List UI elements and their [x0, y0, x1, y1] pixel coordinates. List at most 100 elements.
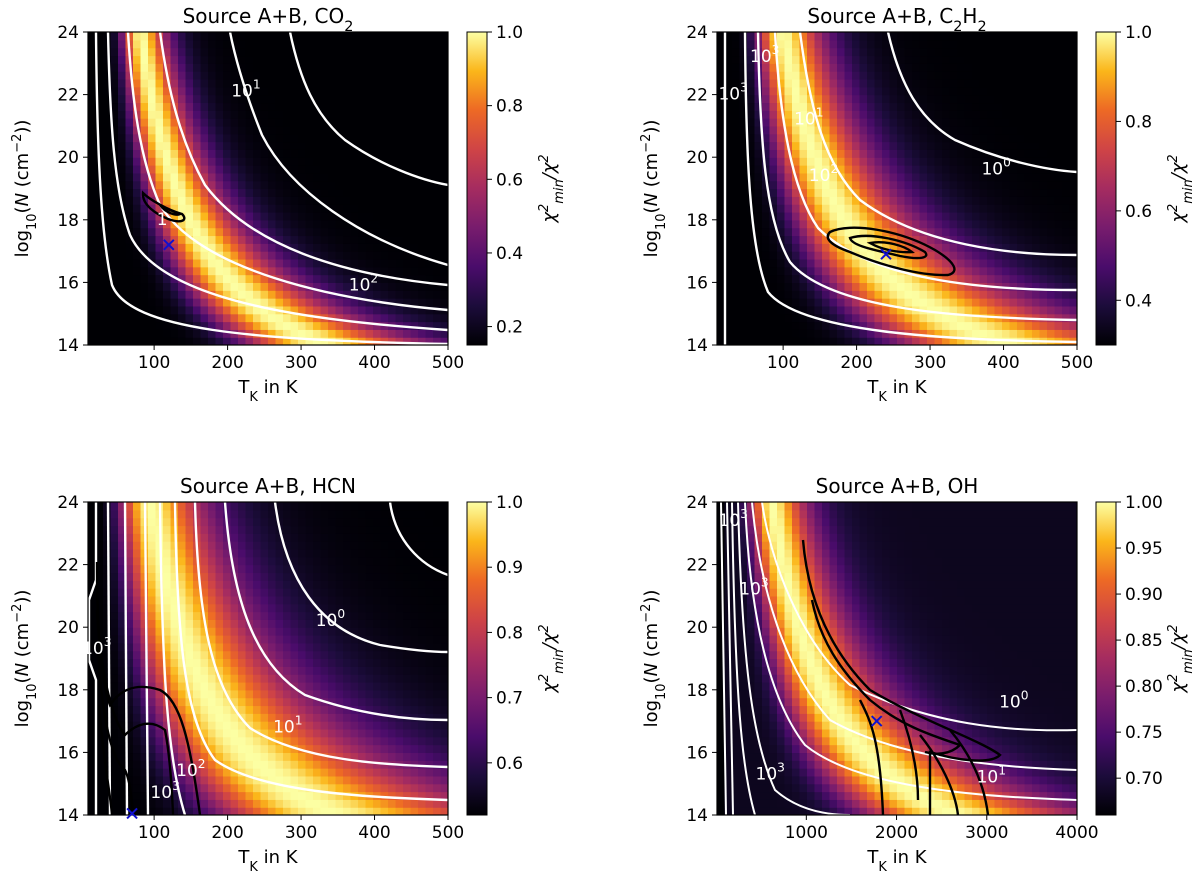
heatmap-cell [88, 713, 97, 722]
heatmap-cell [215, 603, 224, 613]
heatmap-cell [125, 517, 134, 527]
heatmap-cell [814, 204, 823, 213]
heatmap-cell [208, 227, 217, 237]
heatmap-cell [245, 55, 254, 64]
heatmap-cell [110, 172, 119, 182]
heatmap-cell [769, 47, 778, 57]
heatmap-cell [245, 603, 254, 613]
heatmap-cell [365, 321, 374, 330]
heatmap-cell [358, 211, 367, 221]
heatmap-cell [957, 86, 966, 96]
heatmap-cell [739, 32, 748, 41]
heatmap-cell [365, 78, 374, 88]
heatmap-cell [200, 298, 209, 307]
heatmap-cell [110, 219, 119, 229]
heatmap-cell [223, 172, 232, 182]
heatmap-cell [724, 282, 733, 291]
heatmap-cell [268, 642, 277, 652]
heatmap-cell [717, 165, 726, 174]
heatmap-cell [388, 78, 397, 88]
heatmap-cell [739, 337, 748, 345]
heatmap-cell [912, 133, 921, 143]
heatmap-cell [170, 595, 179, 605]
heatmap-cell [193, 713, 202, 722]
heatmap-cell [777, 157, 786, 166]
heatmap-cell [155, 666, 164, 675]
heatmap-cell [305, 282, 314, 291]
heatmap-cell [95, 728, 104, 738]
heatmap-cell [260, 548, 269, 558]
heatmap-cell [155, 157, 164, 166]
heatmap-cell [208, 86, 217, 96]
contour-line [743, 32, 1077, 344]
heatmap-cell [1039, 102, 1048, 111]
heatmap-cell [170, 752, 179, 761]
heatmap-cell [268, 611, 277, 620]
heatmap-cell [418, 204, 427, 213]
heatmap-cell [170, 298, 179, 307]
heatmap-cell [859, 180, 868, 190]
heatmap-cell [275, 595, 284, 605]
heatmap-cell [440, 118, 448, 127]
heatmap-cell [140, 243, 149, 252]
heatmap-cell [852, 211, 861, 221]
heatmap-cell [867, 47, 876, 57]
heatmap-cell [208, 525, 217, 534]
heatmap-cell [208, 517, 217, 527]
heatmap-cell [178, 118, 187, 127]
heatmap-cell [95, 541, 104, 550]
heatmap-cell [215, 118, 224, 127]
heatmap-cell [373, 243, 382, 252]
heatmap-cell [298, 125, 307, 135]
heatmap-cell [440, 235, 448, 244]
heatmap-cell [799, 188, 808, 197]
heatmap-cell [350, 196, 359, 205]
heatmap-cell [185, 266, 194, 276]
heatmap-cell [747, 305, 756, 315]
heatmap-cell [170, 541, 179, 550]
heatmap-cell [859, 235, 868, 244]
heatmap-cell [230, 603, 239, 613]
heatmap-cell [904, 290, 913, 299]
heatmap-cell [133, 227, 142, 237]
heatmap-cell [358, 258, 367, 268]
x-tick-label: 400 [987, 353, 1019, 373]
heatmap-cell [1062, 313, 1071, 323]
heatmap-cell [268, 721, 277, 730]
heatmap-cell [799, 110, 808, 119]
heatmap-cell [230, 736, 239, 746]
heatmap-cell [185, 572, 194, 581]
heatmap-cell [260, 55, 269, 64]
heatmap-cell [88, 313, 97, 323]
heatmap-cell [874, 204, 883, 213]
heatmap-cell [365, 298, 374, 307]
heatmap-cell [889, 180, 898, 190]
heatmap-cell [912, 219, 921, 229]
heatmap-cell [253, 180, 262, 190]
heatmap-cell [777, 47, 786, 57]
chart-title: Source A+B, C2H2 [807, 4, 986, 35]
heatmap-cell [95, 204, 104, 213]
heatmap-cell [223, 305, 232, 315]
heatmap-cell [110, 329, 119, 338]
heatmap-cell [784, 39, 793, 49]
heatmap-cell [208, 760, 217, 769]
heatmap-cell [95, 572, 104, 581]
heatmap-cell [185, 517, 194, 527]
heatmap-cell [268, 674, 277, 683]
heatmap-cell [163, 768, 172, 777]
heatmap-cell [754, 102, 763, 111]
heatmap-cell [799, 172, 808, 182]
heatmap-cell [110, 274, 119, 283]
heatmap-cell [230, 681, 239, 691]
heatmap-cell [343, 157, 352, 166]
heatmap-cell [95, 603, 104, 613]
heatmap-cell [1024, 298, 1033, 307]
heatmap-cell [388, 235, 397, 244]
heatmap-cell [889, 165, 898, 174]
heatmap-cell [1024, 32, 1033, 41]
heatmap-cell [125, 728, 134, 738]
heatmap-cell [313, 305, 322, 315]
heatmap-cell [987, 337, 996, 345]
heatmap-cell [215, 619, 224, 628]
